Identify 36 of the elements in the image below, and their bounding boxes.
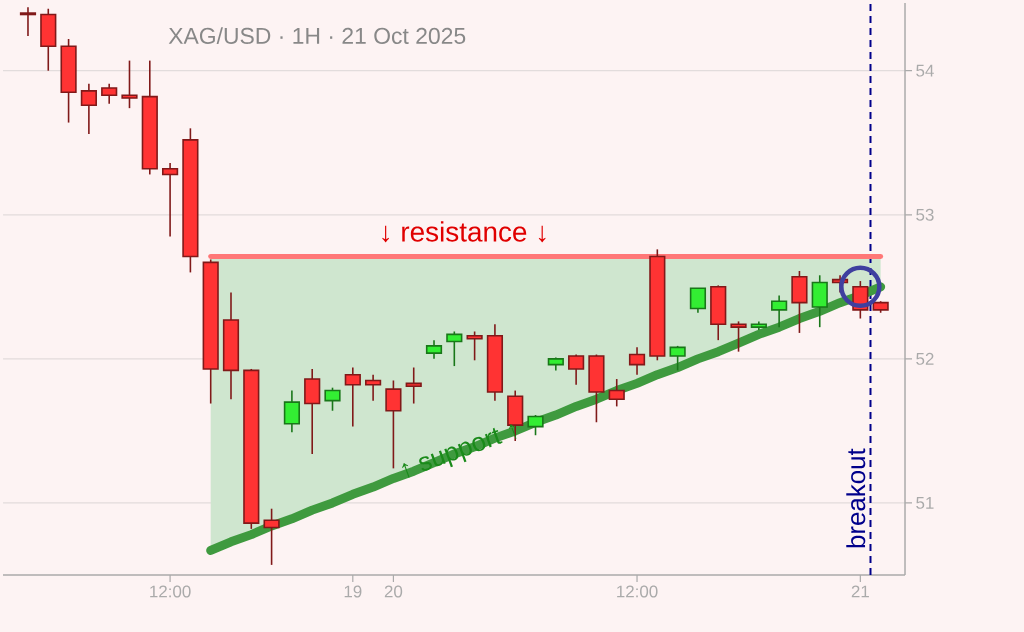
candlestick	[689, 287, 707, 314]
candlestick	[771, 294, 788, 328]
candlestick	[385, 379, 402, 470]
y-tick-label: 54	[916, 64, 934, 77]
candlestick	[425, 339, 443, 360]
candlestick	[19, 6, 37, 37]
candlestick	[608, 378, 625, 408]
x-tick-label: 19	[344, 585, 362, 598]
candlestick	[324, 386, 341, 412]
candlestick	[730, 320, 747, 353]
annotation: breakout	[846, 448, 866, 548]
y-tick-label: 52	[916, 352, 934, 365]
y-tick-label: 51	[916, 497, 934, 509]
candlestick	[101, 82, 118, 105]
candlestick	[669, 345, 686, 372]
x-tick-label: 12:00	[617, 585, 658, 598]
candlestick	[365, 373, 382, 402]
candlestick	[121, 59, 138, 109]
candlestick	[405, 366, 422, 405]
candlestick	[161, 162, 179, 238]
text: XAG/USD · 1H · 21 Oct 2025	[168, 27, 466, 44]
y-tick-label: 53	[916, 208, 934, 221]
candlestick	[344, 366, 361, 428]
x-tick-label: 21	[851, 585, 869, 598]
candlestick	[628, 346, 646, 376]
x-tick-label: 12:00	[150, 585, 191, 598]
candlestick	[466, 330, 483, 362]
annotation: ↓ resistance ↓	[382, 221, 546, 243]
annotation: ↑ support ↑	[402, 424, 517, 478]
candlestick	[263, 507, 280, 566]
candlestick	[80, 82, 97, 135]
candlestick	[527, 414, 544, 437]
candlestick	[568, 353, 585, 386]
candlestick	[283, 389, 301, 434]
candlestick	[446, 330, 463, 367]
x-tick-label: 20	[384, 585, 403, 598]
